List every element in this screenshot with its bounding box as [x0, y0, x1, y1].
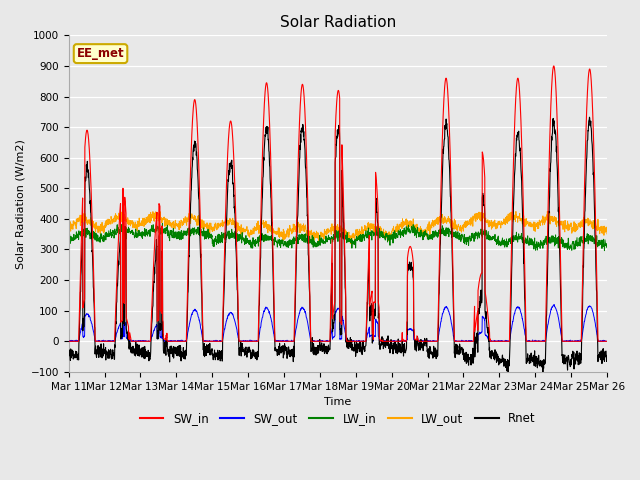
- LW_out: [353, 228, 361, 234]
- Rnet: [539, 372, 547, 377]
- SW_out: [215, 338, 223, 344]
- LW_out: [571, 225, 579, 230]
- LW_in: [365, 231, 373, 237]
- SW_in: [550, 63, 557, 69]
- Text: EE_met: EE_met: [77, 47, 124, 60]
- LW_out: [494, 219, 502, 225]
- LW_in: [556, 238, 563, 243]
- LW_in: [494, 233, 502, 239]
- LW_in: [215, 239, 223, 245]
- Rnet: [365, 268, 372, 274]
- SW_out: [365, 325, 373, 331]
- LW_in: [159, 221, 166, 227]
- Rnet: [494, 356, 502, 362]
- SW_in: [365, 246, 372, 252]
- Rnet: [586, 114, 593, 120]
- Rnet: [353, 350, 361, 356]
- LW_out: [65, 224, 72, 230]
- SW_out: [494, 337, 502, 343]
- Line: SW_out: SW_out: [68, 305, 607, 341]
- Rnet: [215, 353, 223, 359]
- SW_out: [556, 324, 564, 329]
- LW_in: [65, 236, 72, 242]
- Rnet: [65, 350, 72, 356]
- LW_in: [603, 241, 611, 247]
- LW_out: [556, 221, 564, 227]
- SW_out: [571, 338, 579, 344]
- SW_in: [65, 338, 72, 344]
- LW_out: [346, 241, 354, 247]
- SW_out: [603, 338, 611, 344]
- Rnet: [571, 356, 579, 361]
- Line: LW_out: LW_out: [68, 211, 607, 244]
- Line: Rnet: Rnet: [68, 117, 607, 374]
- SW_in: [556, 212, 563, 217]
- Legend: SW_in, SW_out, LW_in, LW_out, Rnet: SW_in, SW_out, LW_in, LW_out, Rnet: [135, 408, 541, 430]
- LW_in: [353, 235, 361, 241]
- SW_in: [571, 338, 579, 344]
- Line: SW_in: SW_in: [68, 66, 607, 341]
- Y-axis label: Solar Radiation (W/m2): Solar Radiation (W/m2): [15, 139, 25, 268]
- LW_out: [543, 208, 551, 214]
- SW_in: [353, 338, 361, 344]
- SW_out: [65, 338, 72, 344]
- LW_out: [603, 231, 611, 237]
- SW_in: [494, 338, 502, 344]
- Title: Solar Radiation: Solar Radiation: [280, 15, 396, 30]
- SW_in: [603, 338, 611, 344]
- Rnet: [556, 247, 563, 253]
- LW_out: [215, 224, 223, 230]
- LW_out: [365, 226, 373, 232]
- LW_in: [571, 241, 579, 247]
- SW_out: [353, 338, 361, 344]
- LW_in: [600, 248, 608, 253]
- Rnet: [603, 348, 611, 354]
- X-axis label: Time: Time: [324, 397, 351, 407]
- Line: LW_in: LW_in: [68, 224, 607, 251]
- SW_out: [65, 338, 73, 344]
- SW_in: [215, 338, 223, 344]
- SW_out: [550, 302, 557, 308]
